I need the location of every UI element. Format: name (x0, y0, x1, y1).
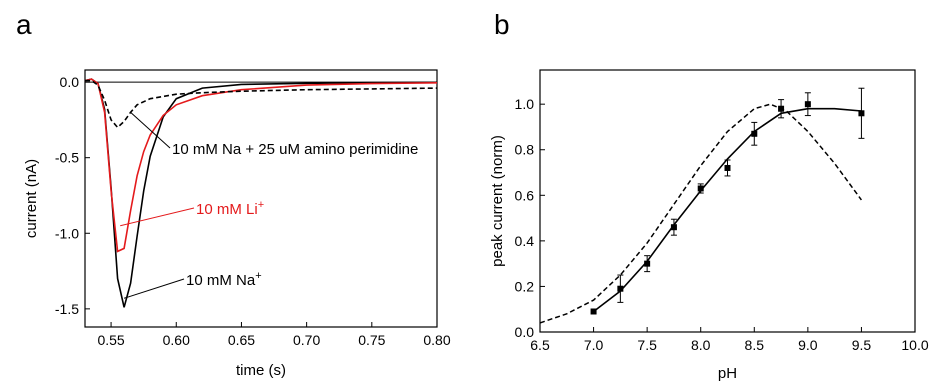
y-tick-label-b: 0.4 (515, 233, 535, 249)
data-point (617, 285, 624, 292)
y-tick-label-b: 0.6 (515, 187, 535, 203)
annotation-text: 10 mM Na + 25 uM amino perimidine (172, 141, 418, 158)
data-point (670, 224, 677, 231)
x-tick-label-b: 6.5 (530, 337, 550, 353)
x-tick-label-b: 9.0 (798, 337, 818, 353)
annotation-label: 10 mM Na + 25 uM amino perimidine (172, 141, 418, 158)
data-point (590, 308, 597, 315)
plot-frame-a (84, 69, 438, 328)
x-tick-label-b: 7.0 (584, 337, 604, 353)
panel-letter-b: b (494, 9, 510, 40)
x-axis-label-b: pH (718, 365, 737, 382)
y-tick-label-a: 0.0 (60, 74, 80, 90)
data-point (724, 164, 731, 171)
y-tick-label-a: -1.5 (55, 301, 79, 317)
annotation-leader (123, 278, 185, 299)
x-tick-label-b: 8.5 (745, 337, 765, 353)
x-tick-label-b: 10.0 (901, 337, 928, 353)
y-tick-label-b: 1.0 (515, 96, 535, 112)
y-tick-label-a: -0.5 (55, 150, 79, 166)
x-tick-label-a: 0.75 (358, 332, 385, 348)
plot-frame-b (539, 69, 916, 333)
x-tick-label-a: 0.65 (228, 332, 255, 348)
x-tick-label-b: 8.0 (691, 337, 711, 353)
x-tick-label-a: 0.60 (163, 332, 190, 348)
annotation-text: 10 mM Li (196, 201, 258, 218)
annotation-text: 10 mM Na (186, 272, 256, 289)
data-point (644, 260, 651, 267)
annotation-leader (120, 207, 195, 227)
x-tick-label-b: 7.5 (637, 337, 657, 353)
y-tick-label-a: -1.0 (55, 225, 79, 241)
annotation-label: 10 mM Na+ (186, 270, 262, 289)
series-line-1 (84, 78, 438, 253)
annotation-superscript: + (258, 199, 264, 211)
panel-letter-a: a (16, 9, 32, 40)
fit-curve-b (593, 107, 862, 313)
x-axis-label-a: time (s) (236, 362, 286, 379)
y-axis-label-b: peak current (norm) (489, 135, 506, 267)
data-point (697, 185, 704, 192)
x-tick-label-b: 9.5 (852, 337, 872, 353)
annotation-superscript: + (255, 270, 261, 282)
data-point (804, 101, 811, 108)
annotation-label: 10 mM Li+ (196, 199, 264, 218)
data-point (751, 130, 758, 137)
y-axis-label-a: current (nA) (23, 159, 40, 238)
data-point (858, 110, 865, 117)
y-tick-label-b: 0.2 (515, 278, 535, 294)
y-tick-label-b: 0.8 (515, 142, 535, 158)
y-tick-label-b: 0.0 (515, 324, 535, 340)
data-point (778, 105, 785, 112)
x-tick-label-a: 0.55 (97, 332, 124, 348)
chart-b: 6.5 7.0 7.5 8.0 8.5 9.0 9.5 10.0 0.0 0.2 0.4 0.6 0.8… (489, 69, 929, 382)
dashed-curve-b (539, 103, 863, 324)
annotation-leader (130, 111, 171, 149)
x-tick-label-a: 0.80 (423, 332, 450, 348)
x-tick-label-a: 0.70 (293, 332, 320, 348)
chart-a: 0.55 0.60 0.65 0.70 0.75 0.80 0.0 -0.5 -1.0 -1.5 t… (23, 69, 451, 379)
